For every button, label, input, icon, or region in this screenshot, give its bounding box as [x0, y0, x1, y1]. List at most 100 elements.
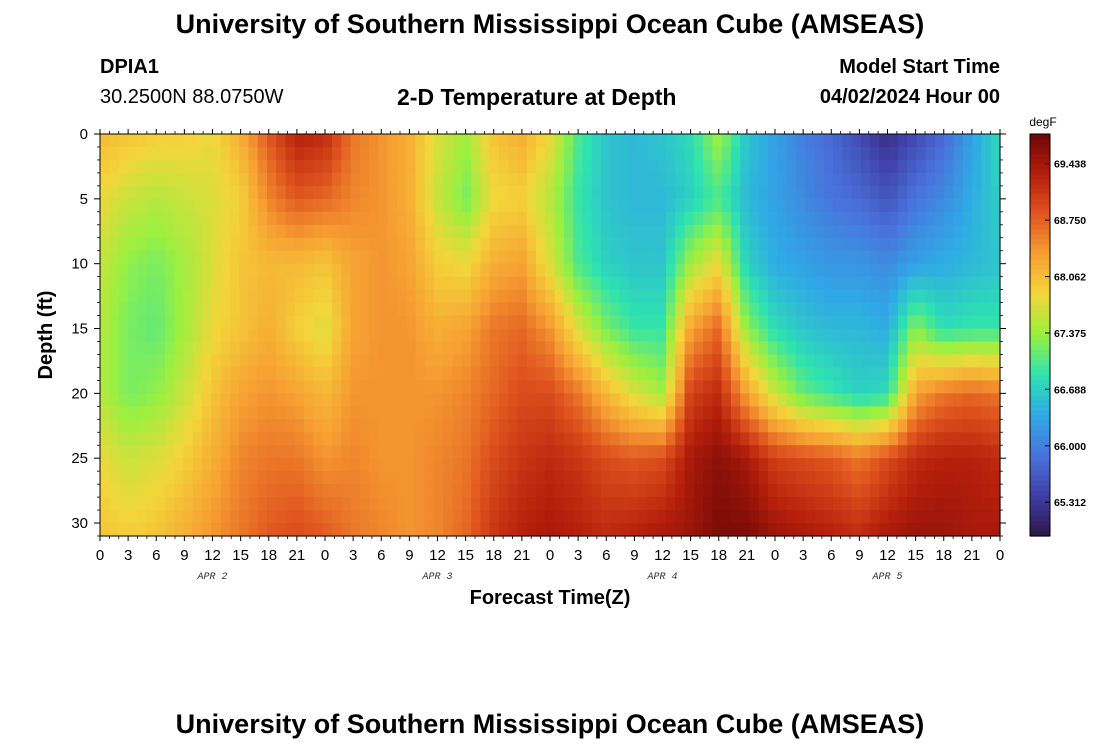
heatmap-cell [591, 315, 602, 330]
heatmap-cell [313, 367, 324, 381]
heatmap-cell [100, 263, 110, 278]
heatmap-cell [712, 315, 723, 330]
heatmap-cell [536, 159, 546, 174]
heatmap-cell [619, 146, 630, 161]
heatmap-cell [703, 185, 713, 200]
heatmap-cell [526, 250, 537, 265]
heatmap-cell [712, 159, 723, 174]
heatmap-cell [888, 146, 899, 161]
heatmap-cell [712, 406, 723, 420]
heatmap-cell [768, 263, 778, 278]
x-tick-label: 21 [964, 547, 981, 564]
heatmap-cell [879, 211, 890, 226]
heatmap-cell [313, 419, 324, 433]
heatmap-cell [536, 354, 546, 369]
heatmap-cell [740, 146, 751, 161]
heatmap-cell [972, 185, 983, 200]
heatmap-cell [703, 315, 713, 330]
heatmap-cell [192, 393, 203, 407]
heatmap-cell [601, 458, 611, 472]
heatmap-cell [619, 250, 630, 265]
heatmap-cell [925, 224, 936, 239]
heatmap-cell [285, 471, 296, 485]
colorbar-unit: degF [1029, 115, 1056, 129]
heatmap-cell [935, 458, 945, 472]
heatmap-cell [211, 367, 222, 381]
heatmap-cell [155, 159, 166, 174]
heatmap-cell [220, 289, 231, 304]
heatmap-cell [693, 185, 704, 200]
heatmap-cell [220, 211, 231, 226]
heatmap-cell [675, 159, 686, 174]
heatmap-cell [545, 289, 556, 304]
heatmap-cell [907, 211, 918, 226]
heatmap-cell [267, 237, 277, 252]
heatmap-cell [712, 497, 723, 511]
heatmap-cell [183, 328, 194, 343]
heatmap-cell [990, 484, 1001, 498]
colorbar-segment [1030, 189, 1050, 195]
heatmap-cell [211, 458, 222, 472]
heatmap-cell [276, 159, 287, 174]
heatmap-cell [888, 471, 899, 485]
heatmap-cell [313, 134, 324, 148]
heatmap-cell [118, 159, 129, 174]
heatmap-cell [378, 211, 389, 226]
heatmap-cell [628, 328, 639, 343]
heatmap-cell [164, 367, 175, 381]
heatmap-cell [313, 445, 324, 459]
heatmap-cell [304, 380, 314, 394]
heatmap-cell [341, 510, 352, 524]
heatmap-cell [229, 471, 240, 485]
heatmap-cell [369, 289, 379, 304]
heatmap-cell [359, 237, 370, 252]
heatmap-cell [601, 224, 611, 239]
heatmap-cell [118, 172, 129, 187]
heatmap-cell [415, 380, 426, 394]
heatmap-cell [369, 458, 379, 472]
heatmap-cell [795, 250, 806, 265]
heatmap-cell [675, 471, 686, 485]
heatmap-cell [703, 458, 713, 472]
heatmap-cell [972, 224, 983, 239]
heatmap-cell [870, 224, 880, 239]
heatmap-cell [294, 315, 305, 330]
heatmap-cell [758, 328, 769, 343]
heatmap-cell [684, 419, 695, 433]
heatmap-cell [870, 406, 880, 420]
heatmap-cell [582, 341, 593, 356]
heatmap-cell [387, 159, 398, 174]
heatmap-cell [508, 237, 519, 252]
heatmap-cell [536, 185, 546, 200]
heatmap-cell [211, 198, 222, 213]
heatmap-cell [749, 315, 760, 330]
heatmap-cell [860, 367, 871, 381]
heatmap-cell [740, 315, 751, 330]
heatmap-cell [703, 523, 713, 537]
heatmap-cell [554, 393, 565, 407]
heatmap-cell [610, 146, 621, 161]
heatmap-cell [155, 328, 166, 343]
heatmap-cell [109, 263, 120, 278]
heatmap-cell [795, 328, 806, 343]
heatmap-cell [823, 419, 834, 433]
heatmap-cell [285, 276, 296, 291]
heatmap-cell [424, 445, 435, 459]
heatmap-cell [962, 198, 973, 213]
heatmap-cell [304, 510, 314, 524]
heatmap-cell [582, 367, 593, 381]
heatmap-cell [795, 315, 806, 330]
heatmap-cell [304, 354, 314, 369]
heatmap-cell [601, 510, 611, 524]
heatmap-cell [294, 198, 305, 213]
heatmap-cell [164, 393, 175, 407]
heatmap-cell [100, 315, 110, 330]
heatmap-cell [656, 185, 667, 200]
heatmap-cell [146, 328, 157, 343]
heatmap-cell [656, 510, 667, 524]
heatmap-cell [192, 185, 203, 200]
heatmap-cell [962, 276, 973, 291]
heatmap-cell [656, 134, 667, 148]
heatmap-cell [146, 224, 157, 239]
heatmap-cell [443, 276, 454, 291]
